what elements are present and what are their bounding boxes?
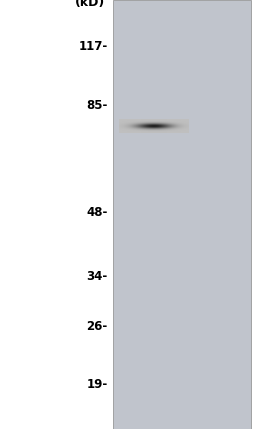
Text: 48-: 48- (86, 206, 108, 219)
Text: 117-: 117- (78, 40, 108, 53)
Bar (113, 0, 251, 429)
Text: 19-: 19- (86, 378, 108, 391)
Text: 85-: 85- (86, 100, 108, 112)
Text: 34-: 34- (86, 270, 108, 283)
Text: (kD): (kD) (75, 0, 105, 9)
Text: 26-: 26- (86, 320, 108, 333)
